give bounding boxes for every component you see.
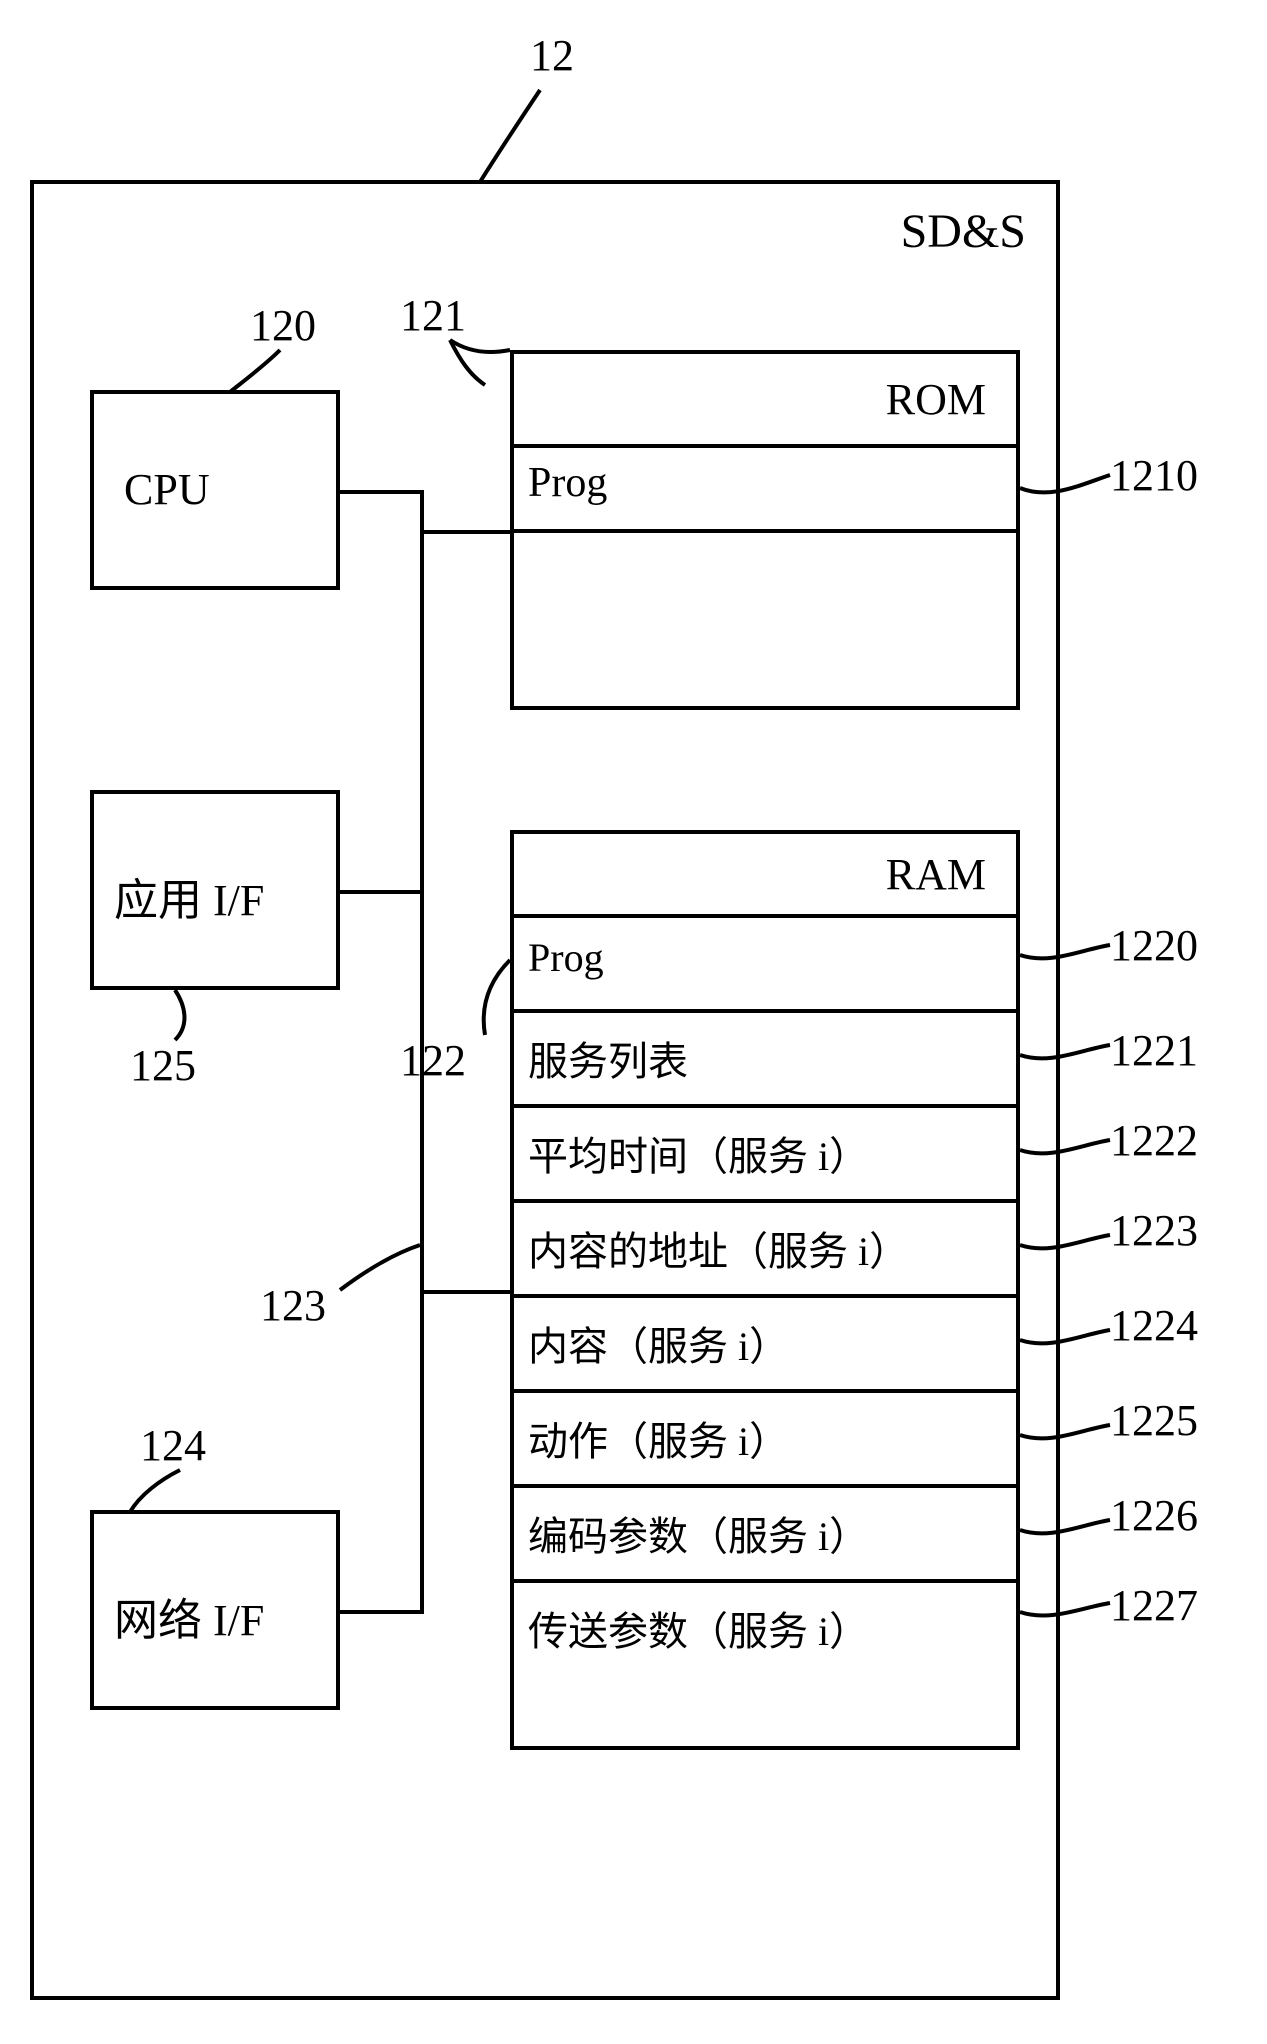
ram-title: RAM [886, 849, 986, 900]
cpu-box: CPU [90, 390, 340, 590]
app-if-ref: 125 [130, 1040, 196, 1091]
conn-netif-bus [340, 1610, 424, 1614]
rom-ref: 121 [400, 290, 466, 341]
bus-ref: 123 [260, 1280, 326, 1331]
net-if-label: 网络 I/F [114, 1584, 264, 1648]
cpu-ref-leader [230, 350, 310, 400]
outer-ref-label: 12 [530, 30, 574, 81]
bus-vertical [420, 490, 424, 1610]
ram-row-4-label: 内容（服务 i） [528, 1314, 789, 1372]
ram-row-0-label: Prog [528, 934, 604, 981]
ram-div-7 [514, 1579, 1016, 1583]
ram-row-7-label: 传送参数（服务 i） [528, 1599, 869, 1657]
ram-div-5 [514, 1389, 1016, 1393]
app-if-label: 应用 I/F [114, 864, 264, 928]
ram-row-0-leader [1020, 940, 1115, 970]
diagram-canvas: 12 SD&S CPU 120 应用 I/F 125 网络 I/F 124 RO… [0, 0, 1267, 2044]
ram-div-2 [514, 1104, 1016, 1108]
ram-row-5-label: 动作（服务 i） [528, 1409, 789, 1467]
bus-ref-leader [330, 1245, 425, 1295]
ram-row-4-ref: 1224 [1110, 1300, 1198, 1351]
ram-ref-leader [465, 960, 525, 1040]
net-if-ref: 124 [140, 1420, 206, 1471]
ram-row-3-ref: 1223 [1110, 1205, 1198, 1256]
ram-row-1-label: 服务列表 [528, 1029, 688, 1087]
ram-div-3 [514, 1199, 1016, 1203]
ram-row-7-leader [1020, 1600, 1115, 1630]
ram-row-1-ref: 1221 [1110, 1025, 1198, 1076]
ram-row-5-ref: 1225 [1110, 1395, 1198, 1446]
ram-div-6 [514, 1484, 1016, 1488]
net-if-ref-leader [130, 1470, 200, 1520]
ram-row-7-ref: 1227 [1110, 1580, 1198, 1631]
ram-row-6-leader [1020, 1515, 1115, 1545]
outer-title: SD&S [901, 204, 1026, 259]
rom-row-top [514, 444, 1016, 448]
outer-ref-leader [480, 90, 600, 190]
rom-row-0-leader [1020, 470, 1120, 510]
ram-row-0-ref: 1220 [1110, 920, 1198, 971]
app-if-box: 应用 I/F [90, 790, 340, 990]
ram-div-1 [514, 1009, 1016, 1013]
rom-row-0-label: Prog [528, 459, 607, 507]
ram-row-6-label: 编码参数（服务 i） [528, 1504, 869, 1562]
rom-ref-leader [450, 340, 520, 390]
ram-row-6-ref: 1226 [1110, 1490, 1198, 1541]
ram-row-3-leader [1020, 1230, 1115, 1260]
conn-bus-ram [420, 1290, 514, 1294]
ram-row-4-leader [1020, 1325, 1115, 1355]
ram-div-0 [514, 914, 1016, 918]
conn-appif-bus [340, 890, 424, 894]
rom-title: ROM [886, 374, 986, 425]
rom-row-bot [514, 529, 1016, 533]
ram-row-5-leader [1020, 1420, 1115, 1450]
rom-box: ROM Prog [510, 350, 1020, 710]
conn-bus-rom [420, 530, 514, 534]
cpu-ref: 120 [250, 300, 316, 351]
cpu-label: CPU [124, 464, 210, 515]
ram-row-2-ref: 1222 [1110, 1115, 1198, 1166]
rom-row-0-ref: 1210 [1110, 450, 1198, 501]
ram-box: RAM Prog 服务列表 平均时间（服务 i） 内容的地址（服务 i） 内容（… [510, 830, 1020, 1750]
ram-row-2-label: 平均时间（服务 i） [528, 1124, 869, 1182]
ram-row-1-leader [1020, 1040, 1115, 1070]
net-if-box: 网络 I/F [90, 1510, 340, 1710]
conn-cpu-bus [340, 490, 424, 494]
ram-div-4 [514, 1294, 1016, 1298]
ram-row-2-leader [1020, 1135, 1115, 1165]
ram-row-3-label: 内容的地址（服务 i） [528, 1219, 909, 1277]
ram-ref: 122 [400, 1035, 466, 1086]
app-if-ref-leader [155, 990, 215, 1045]
